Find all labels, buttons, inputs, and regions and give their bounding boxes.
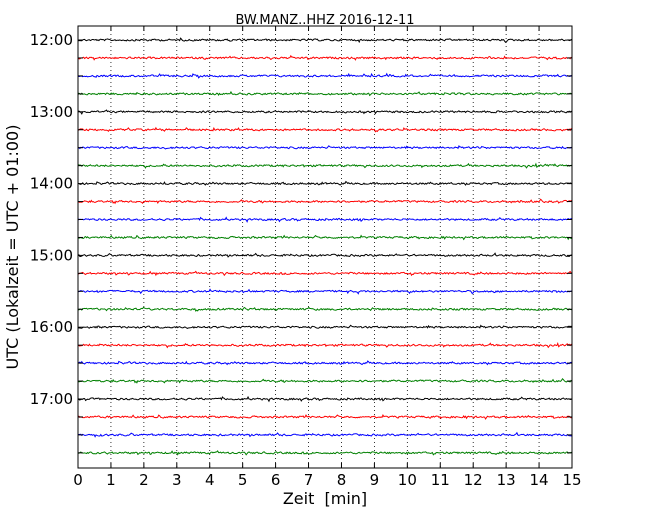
trace-1645 <box>77 377 573 384</box>
y-tick-label: 14:00 <box>30 175 73 193</box>
trace-1500 <box>77 252 573 258</box>
trace-1630 <box>77 360 573 366</box>
y-tick-label: 15:00 <box>30 246 73 264</box>
trace-1315 <box>77 126 573 133</box>
x-tick-label: 4 <box>205 471 215 489</box>
x-tick-label: 13 <box>497 471 516 489</box>
x-tick-label: 6 <box>271 471 281 489</box>
y-axis-label: UTC (Lokalzeit = UTC + 01:00) <box>3 125 22 370</box>
y-tick-label: 16:00 <box>30 318 73 336</box>
trace-1745 <box>77 450 573 456</box>
trace-1200 <box>77 37 573 44</box>
trace-1230 <box>77 72 573 79</box>
trace-1345 <box>77 162 573 169</box>
trace-1330 <box>77 144 573 150</box>
x-tick-label: 3 <box>172 471 182 489</box>
trace-1545 <box>77 306 573 312</box>
axis-ticks <box>77 26 573 468</box>
trace-1715 <box>77 414 573 420</box>
seismic-traces <box>77 37 573 456</box>
trace-1400 <box>77 180 573 186</box>
x-tick-label: 10 <box>398 471 417 489</box>
x-tick-label: 1 <box>106 471 116 489</box>
trace-1430 <box>77 216 573 223</box>
x-tick-label: 9 <box>370 471 380 489</box>
trace-1300 <box>77 109 573 115</box>
x-tick-label: 15 <box>562 471 581 489</box>
x-tick-label: 11 <box>431 471 450 489</box>
x-tick-label: 7 <box>304 471 314 489</box>
trace-1415 <box>77 198 573 205</box>
trace-1600 <box>77 324 573 329</box>
x-tick-label: 0 <box>73 471 83 489</box>
trace-1730 <box>77 431 573 438</box>
y-tick-label: 13:00 <box>30 103 73 121</box>
trace-1615 <box>77 341 573 349</box>
trace-1530 <box>77 288 573 295</box>
plot-frame <box>77 25 573 469</box>
trace-1215 <box>77 54 573 61</box>
trace-1515 <box>77 270 573 277</box>
x-tick-label: 2 <box>139 471 149 489</box>
x-tick-label: 8 <box>337 471 347 489</box>
trace-1245 <box>77 90 573 97</box>
chart-title: BW.MANZ..HHZ 2016-12-11 <box>235 13 414 28</box>
x-tick-labels: 0 1 2 3 4 5 6 7 8 9 10 11 12 13 14 15 <box>73 471 581 489</box>
trace-1700 <box>77 395 573 403</box>
y-tick-label: 17:00 <box>30 390 73 408</box>
y-tick-labels: 12:00 13:00 14:00 15:00 16:00 17:00 <box>30 31 73 408</box>
x-tick-label: 14 <box>530 471 549 489</box>
x-axis-label: Zeit [min] <box>283 489 367 508</box>
trace-1445 <box>77 234 573 241</box>
x-tick-label: 12 <box>464 471 483 489</box>
grid-lines <box>110 26 540 468</box>
y-tick-label: 12:00 <box>30 31 73 49</box>
x-tick-label: 5 <box>238 471 248 489</box>
